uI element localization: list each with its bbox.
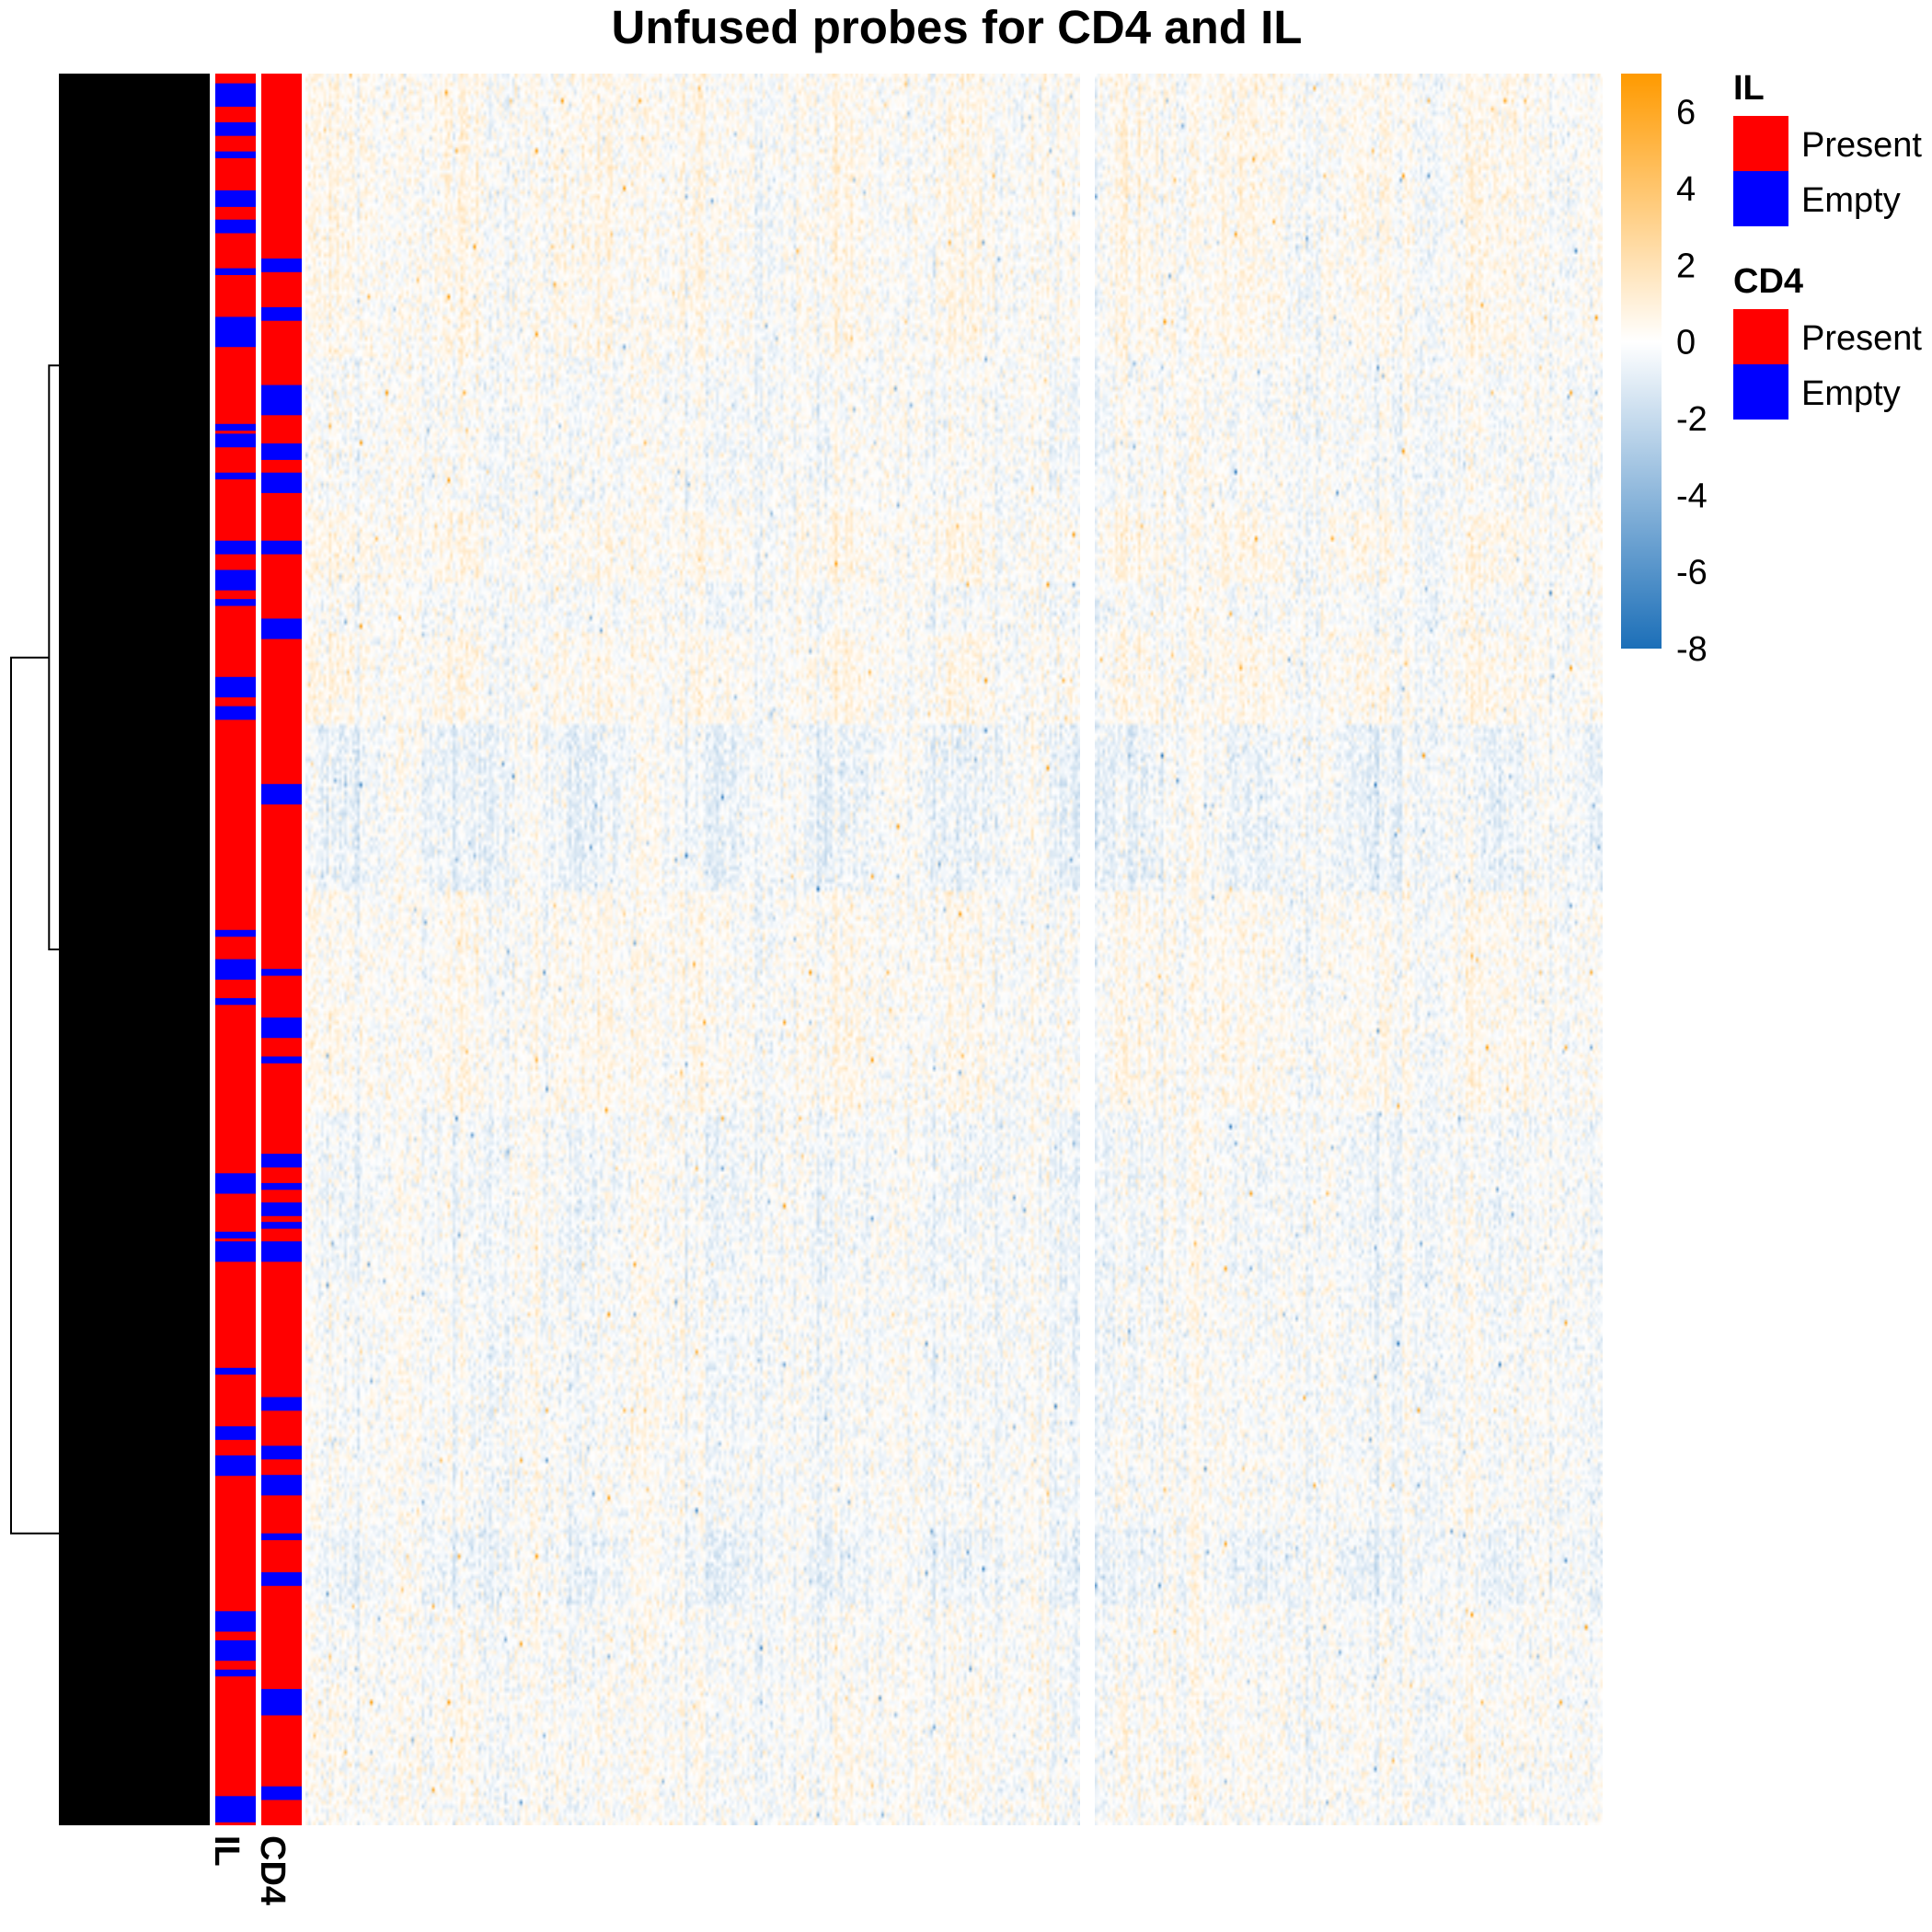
- cd4-empty-segment: [261, 1708, 302, 1716]
- cd4-empty-segment: [261, 1018, 302, 1039]
- dendrogram-leaves: [59, 74, 210, 1825]
- il-empty-segment: [215, 219, 256, 234]
- chart-title: Unfused probes for CD4 and IL: [612, 1, 1303, 53]
- cd4-track-label: CD4: [253, 1835, 292, 1905]
- il-empty-segment: [215, 1173, 256, 1194]
- cd4-empty-segment: [261, 1397, 302, 1411]
- cd4-empty-segment: [261, 540, 302, 555]
- cd4-empty-segment: [261, 1182, 302, 1190]
- il-empty-segment: [215, 93, 256, 107]
- cd4-empty-segment: [261, 306, 302, 321]
- legend-il-present-label: Present: [1801, 126, 1922, 165]
- colorbar-tick-label: -6: [1676, 554, 1708, 592]
- il-empty-segment: [215, 121, 256, 136]
- il-empty-segment: [215, 200, 256, 207]
- cd4-empty-segment: [261, 1222, 302, 1229]
- il-empty-segment: [215, 929, 256, 937]
- cd4-empty-segment: [261, 1154, 302, 1167]
- cd4-annotation-track: [261, 74, 302, 1825]
- il-empty-segment: [215, 423, 256, 431]
- legend-cd4-present-label: Present: [1801, 319, 1922, 358]
- il-empty-segment: [215, 1611, 256, 1632]
- il-empty-segment: [215, 1455, 256, 1477]
- cd4-empty-segment: [261, 472, 302, 493]
- il-empty-segment: [215, 336, 256, 343]
- il-empty-segment: [215, 1640, 256, 1662]
- cd4-empty-segment: [261, 395, 302, 416]
- il-empty-segment: [215, 1796, 256, 1817]
- cd4-empty-segment: [261, 1533, 302, 1541]
- colorbar-tick-label: -8: [1676, 630, 1708, 669]
- cd4-empty-segment: [261, 1202, 302, 1216]
- cd4-present-band: [261, 74, 302, 1825]
- cd4-empty-segment: [261, 1572, 302, 1586]
- il-empty-segment: [215, 1815, 256, 1823]
- heatmap-panel-right: [1095, 74, 1603, 1825]
- cd4-empty-segment: [261, 618, 302, 639]
- il-empty-segment: [215, 1367, 256, 1375]
- dendrogram-branches: [10, 81, 210, 1818]
- il-empty-segment: [215, 1426, 256, 1441]
- cd4-empty-segment: [261, 784, 302, 805]
- cd4-empty-segment: [261, 1786, 302, 1800]
- legend-il: IL Present Empty: [1733, 69, 1922, 226]
- legend-cd4-empty-swatch: [1733, 364, 1788, 420]
- legend-il-present-swatch: [1733, 116, 1788, 171]
- cd4-empty-segment: [261, 259, 302, 272]
- heatmap-body: [305, 74, 1603, 1825]
- heatmap-panel-left: [305, 74, 1080, 1825]
- legend-cd4: CD4 Present Empty: [1733, 262, 1922, 420]
- il-empty-segment: [215, 1231, 256, 1239]
- il-empty-segment: [215, 676, 256, 697]
- cd4-empty-segment: [261, 1241, 302, 1262]
- il-empty-segment: [215, 1241, 256, 1262]
- il-empty-segment: [215, 472, 256, 480]
- colorbar: [1621, 74, 1662, 649]
- il-empty-segment: [215, 1669, 256, 1677]
- il-track-label: IL: [207, 1835, 246, 1867]
- colorbar-tick-label: 4: [1676, 170, 1696, 209]
- cd4-empty-segment: [261, 1475, 302, 1496]
- cd4-empty-segment: [261, 1445, 302, 1460]
- cd4-empty-segment: [261, 1688, 302, 1710]
- legend-cd4-empty-label: Empty: [1801, 374, 1901, 413]
- cd4-empty-segment: [261, 1056, 302, 1064]
- colorbar-ticks: 6 4 2 0 -2 -4 -6 -8: [1676, 94, 1708, 669]
- legend-il-empty-swatch: [1733, 171, 1788, 226]
- legend-cd4-present-swatch: [1733, 309, 1788, 364]
- il-empty-segment: [215, 959, 256, 980]
- il-empty-segment: [215, 433, 256, 448]
- il-annotation-track: [215, 74, 256, 1825]
- colorbar-tick-label: 0: [1676, 324, 1696, 362]
- cd4-empty-segment: [261, 453, 302, 460]
- il-empty-segment: [215, 599, 256, 606]
- il-empty-segment: [215, 268, 256, 275]
- colorbar-tick-label: 2: [1676, 247, 1696, 285]
- il-empty-segment: [215, 540, 256, 555]
- colorbar-tick-label: -4: [1676, 477, 1708, 515]
- il-empty-segment: [215, 151, 256, 158]
- il-present-band: [215, 74, 256, 1825]
- il-empty-segment: [215, 706, 256, 720]
- row-dendrogram: [10, 74, 210, 1825]
- legend-cd4-title: CD4: [1733, 262, 1803, 301]
- il-empty-segment: [215, 997, 256, 1006]
- colorbar-tick-label: 6: [1676, 94, 1696, 132]
- colorbar-tick-label: -2: [1676, 400, 1708, 439]
- il-empty-segment: [215, 569, 256, 591]
- cd4-empty-segment: [261, 969, 302, 976]
- legend-il-title: IL: [1733, 69, 1765, 108]
- legend-il-empty-label: Empty: [1801, 181, 1901, 220]
